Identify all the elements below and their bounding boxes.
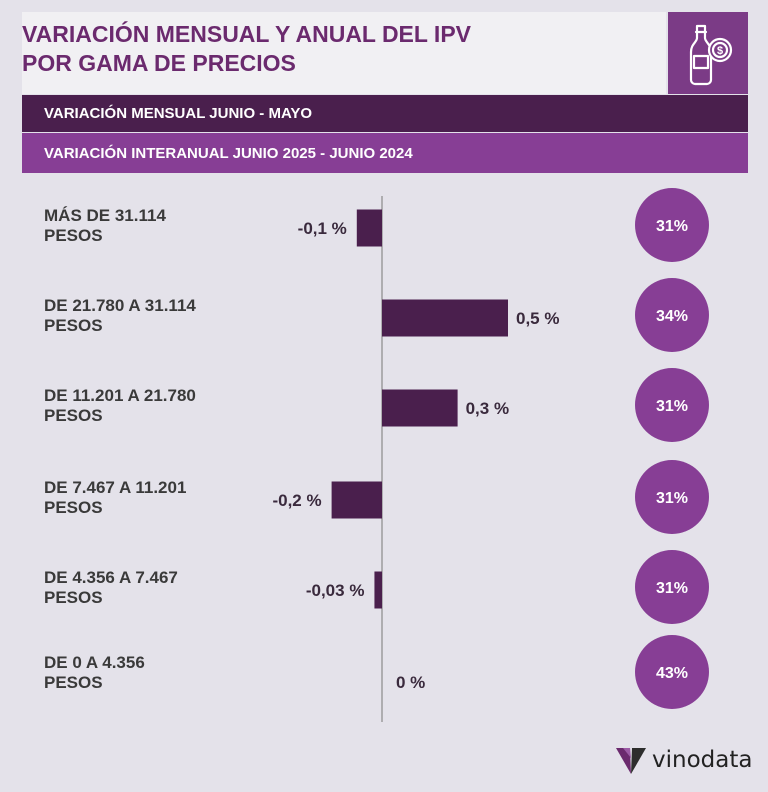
yearly-circle (635, 460, 709, 534)
title-line-2: POR GAMA DE PRECIOS (22, 50, 296, 76)
category-label-line: DE 11.201 A 21.780 (44, 386, 196, 405)
legend-monthly-label: VARIACIÓN MENSUAL JUNIO - MAYO (44, 105, 313, 122)
yearly-value-label: 34% (656, 308, 688, 325)
category-label-line: PESOS (44, 316, 103, 335)
category-label-line: DE 21.780 A 31.114 (44, 296, 196, 315)
category-label: DE 0 A 4.356 PESOS (44, 653, 284, 693)
yearly-value-label: 31% (656, 490, 688, 507)
legend-yearly-label: VARIACIÓN INTERANUAL JUNIO 2025 - JUNIO … (44, 145, 413, 162)
category-label-line: DE 4.356 A 7.467 (44, 568, 178, 587)
legend-monthly: VARIACIÓN MENSUAL JUNIO - MAYO (22, 95, 748, 132)
category-label: DE 7.467 A 11.201 PESOS (44, 478, 284, 518)
category-label-line: DE 0 A 4.356 (44, 653, 145, 672)
yearly-circle (635, 635, 709, 709)
monthly-bar (374, 571, 382, 609)
monthly-bar (356, 209, 382, 247)
category-label-line: PESOS (44, 226, 103, 245)
yearly-value-label: 31% (656, 580, 688, 597)
yearly-value-label: 31% (656, 218, 688, 235)
title-line-1: VARIACIÓN MENSUAL Y ANUAL DEL IPV (22, 21, 471, 47)
wine-bottle-money-icon: $ (689, 24, 733, 86)
category-label-line: PESOS (44, 406, 103, 425)
category-label-line: DE 7.467 A 11.201 (44, 478, 187, 497)
header-panel (22, 12, 666, 94)
yearly-value-label: 31% (656, 398, 688, 415)
vinodata-logo-icon (616, 748, 646, 774)
legend-yearly: VARIACIÓN INTERANUAL JUNIO 2025 - JUNIO … (22, 133, 748, 173)
category-label: DE 21.780 A 31.114 PESOS (44, 296, 284, 336)
brand-name: vinodata (652, 747, 753, 773)
category-label: DE 4.356 A 7.467 PESOS (44, 568, 284, 608)
monthly-value-label: -0,1 % (298, 219, 347, 238)
monthly-value-label: 0,3 % (466, 399, 509, 418)
yearly-circle (635, 278, 709, 352)
category-label-line: PESOS (44, 498, 103, 517)
svg-text:$: $ (717, 45, 723, 57)
yearly-circle (635, 368, 709, 442)
category-label-line: PESOS (44, 588, 103, 607)
monthly-bar (331, 481, 382, 519)
monthly-value-label: -0,2 % (272, 491, 321, 510)
category-label: DE 11.201 A 21.780 PESOS (44, 386, 284, 426)
monthly-bar (382, 299, 508, 337)
header-icon-box: $ (668, 12, 748, 94)
yearly-value-label: 43% (656, 665, 688, 682)
yearly-circle (635, 550, 709, 624)
monthly-value-label: 0,5 % (516, 309, 559, 328)
brand: vinodata (616, 744, 752, 776)
page-title: VARIACIÓN MENSUAL Y ANUAL DEL IPV POR GA… (22, 20, 622, 78)
category-label-line: MÁS DE 31.114 (44, 206, 166, 225)
monthly-bar (382, 389, 458, 427)
yearly-circle (635, 188, 709, 262)
category-label-line: PESOS (44, 673, 103, 692)
monthly-value-label: -0,03 % (306, 581, 365, 600)
category-label: MÁS DE 31.114 PESOS (44, 206, 284, 246)
monthly-value-label: 0 % (396, 673, 425, 692)
